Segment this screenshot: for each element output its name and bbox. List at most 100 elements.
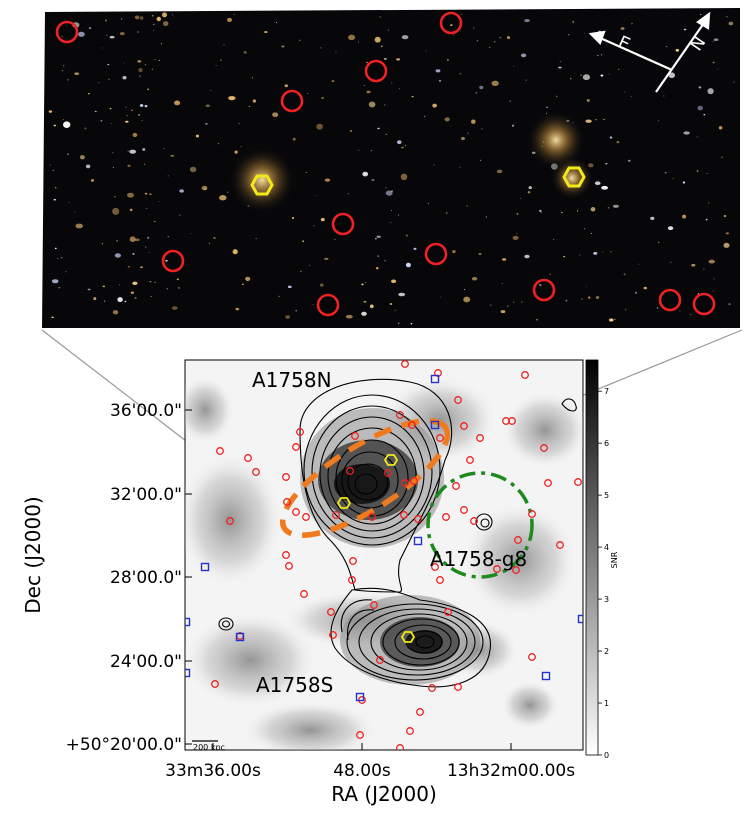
- galaxy: [516, 213, 519, 215]
- contour: [327, 427, 417, 525]
- galaxy: [712, 290, 714, 292]
- galaxy: [52, 169, 54, 171]
- galaxy: [576, 210, 579, 212]
- galaxy: [53, 124, 57, 127]
- galaxy: [585, 119, 592, 123]
- galaxy: [401, 146, 404, 149]
- member-circle: [528, 653, 536, 661]
- galaxy: [401, 35, 409, 40]
- galaxy: [235, 307, 240, 311]
- galaxy: [617, 68, 620, 70]
- group-circle: [426, 471, 534, 579]
- galaxy: [376, 235, 381, 238]
- galaxy: [379, 16, 381, 18]
- galaxy: [109, 107, 112, 110]
- galaxy: [139, 266, 144, 268]
- galaxy: [384, 104, 386, 106]
- galaxy: [142, 148, 146, 151]
- galaxy: [132, 132, 138, 138]
- galaxy: [167, 236, 169, 238]
- snr-background: 200 kpc: [185, 360, 583, 750]
- galaxy: [348, 34, 356, 41]
- galaxy: [682, 181, 686, 184]
- member-circle: [55, 20, 79, 44]
- contour: [311, 405, 433, 539]
- galaxy: [385, 187, 387, 189]
- galaxy: [404, 145, 407, 146]
- galaxy: [158, 200, 160, 202]
- colorbar-tick-label: 0: [604, 751, 609, 760]
- contour: [347, 463, 389, 501]
- contour: [480, 518, 490, 528]
- galaxy: [478, 253, 482, 255]
- galaxy: [161, 12, 168, 18]
- galaxy: [109, 35, 115, 39]
- galaxy: [590, 207, 596, 212]
- galaxy: [233, 14, 236, 15]
- square-marker: [200, 562, 210, 572]
- galaxy: [461, 136, 465, 141]
- galaxy: [143, 163, 146, 165]
- galaxy: [491, 80, 499, 86]
- galaxy: [705, 218, 708, 221]
- galaxy: [464, 289, 466, 290]
- contour: [346, 609, 375, 641]
- colorbar-tick-label: 3: [604, 595, 609, 604]
- galaxy: [240, 146, 242, 148]
- galaxy: [170, 154, 175, 157]
- galaxy: [370, 150, 373, 152]
- galaxy: [600, 54, 603, 56]
- galaxy: [459, 166, 461, 168]
- galaxy: [208, 242, 211, 245]
- member-circle: [416, 708, 424, 716]
- member-circle: [296, 428, 304, 436]
- galaxy: [108, 78, 110, 80]
- galaxy: [114, 253, 122, 258]
- label-a1758s: A1758S: [256, 673, 333, 697]
- galaxy: [137, 60, 142, 63]
- member-circle: [351, 432, 359, 440]
- galaxy: [220, 59, 223, 61]
- member-circle: [302, 513, 310, 521]
- galaxy: [583, 32, 585, 34]
- member-circle: [283, 498, 291, 506]
- galaxy: [316, 123, 323, 130]
- galaxy: [305, 171, 307, 173]
- galaxy: [51, 316, 54, 319]
- galaxy: [609, 251, 612, 253]
- galaxy: [620, 27, 625, 30]
- member-circle: [512, 566, 520, 574]
- member-circle: [348, 576, 356, 584]
- galaxy: [635, 292, 637, 294]
- galaxy: [363, 300, 367, 303]
- galaxy: [594, 181, 601, 185]
- square-marker: [185, 617, 191, 627]
- galaxy: [683, 28, 687, 31]
- galaxy: [499, 37, 502, 39]
- galaxy: [728, 21, 734, 26]
- member-circle: [280, 89, 304, 113]
- contours-north: [299, 378, 453, 593]
- member-circle: [514, 536, 522, 544]
- galaxy: [292, 137, 296, 141]
- compass-east-arrow: [588, 30, 606, 45]
- galaxy: [590, 232, 592, 234]
- galaxy: [585, 285, 588, 287]
- galaxy: [179, 214, 181, 216]
- galaxy: [366, 90, 371, 94]
- galaxy: [129, 208, 133, 212]
- galaxy: [398, 292, 406, 297]
- contour: [382, 618, 460, 666]
- galaxy: [682, 214, 687, 219]
- galaxy: [670, 261, 672, 263]
- galaxy: [87, 288, 91, 291]
- galaxy: [163, 148, 165, 149]
- snr-blob: [185, 375, 235, 445]
- member-circle: [282, 551, 290, 559]
- galaxy: [278, 295, 280, 298]
- galaxy: [75, 223, 83, 229]
- galaxy: [320, 47, 322, 49]
- galaxy: [152, 23, 155, 26]
- member-circle: [439, 11, 463, 35]
- galaxy: [114, 196, 116, 198]
